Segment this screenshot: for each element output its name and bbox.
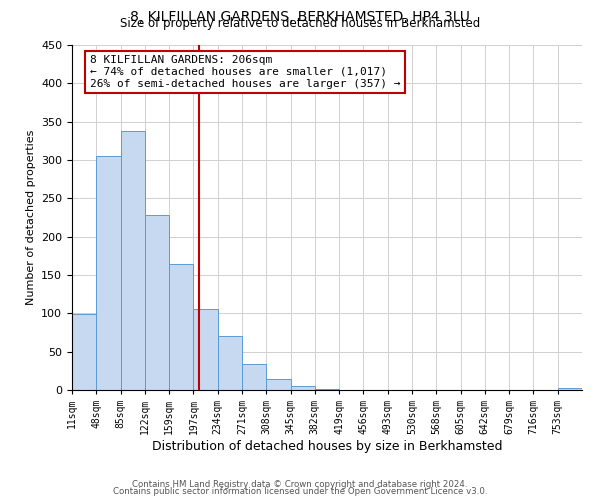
X-axis label: Distribution of detached houses by size in Berkhamsted: Distribution of detached houses by size …: [152, 440, 502, 453]
Text: Contains public sector information licensed under the Open Government Licence v3: Contains public sector information licen…: [113, 487, 487, 496]
Bar: [266, 380, 290, 390]
Bar: [145, 215, 169, 390]
Bar: [558, 388, 582, 390]
Bar: [290, 386, 315, 390]
Text: 8, KILFILLAN GARDENS, BERKHAMSTED, HP4 3LU: 8, KILFILLAN GARDENS, BERKHAMSTED, HP4 3…: [130, 10, 470, 24]
Bar: [193, 308, 218, 390]
Y-axis label: Number of detached properties: Number of detached properties: [26, 130, 35, 305]
Bar: [121, 131, 145, 390]
Bar: [242, 364, 266, 390]
Bar: [169, 264, 193, 390]
Bar: [72, 314, 96, 390]
Text: Size of property relative to detached houses in Berkhamsted: Size of property relative to detached ho…: [120, 18, 480, 30]
Bar: [96, 156, 121, 390]
Bar: [315, 389, 339, 390]
Text: Contains HM Land Registry data © Crown copyright and database right 2024.: Contains HM Land Registry data © Crown c…: [132, 480, 468, 489]
Bar: [218, 336, 242, 390]
Text: 8 KILFILLAN GARDENS: 206sqm
← 74% of detached houses are smaller (1,017)
26% of : 8 KILFILLAN GARDENS: 206sqm ← 74% of det…: [90, 56, 400, 88]
